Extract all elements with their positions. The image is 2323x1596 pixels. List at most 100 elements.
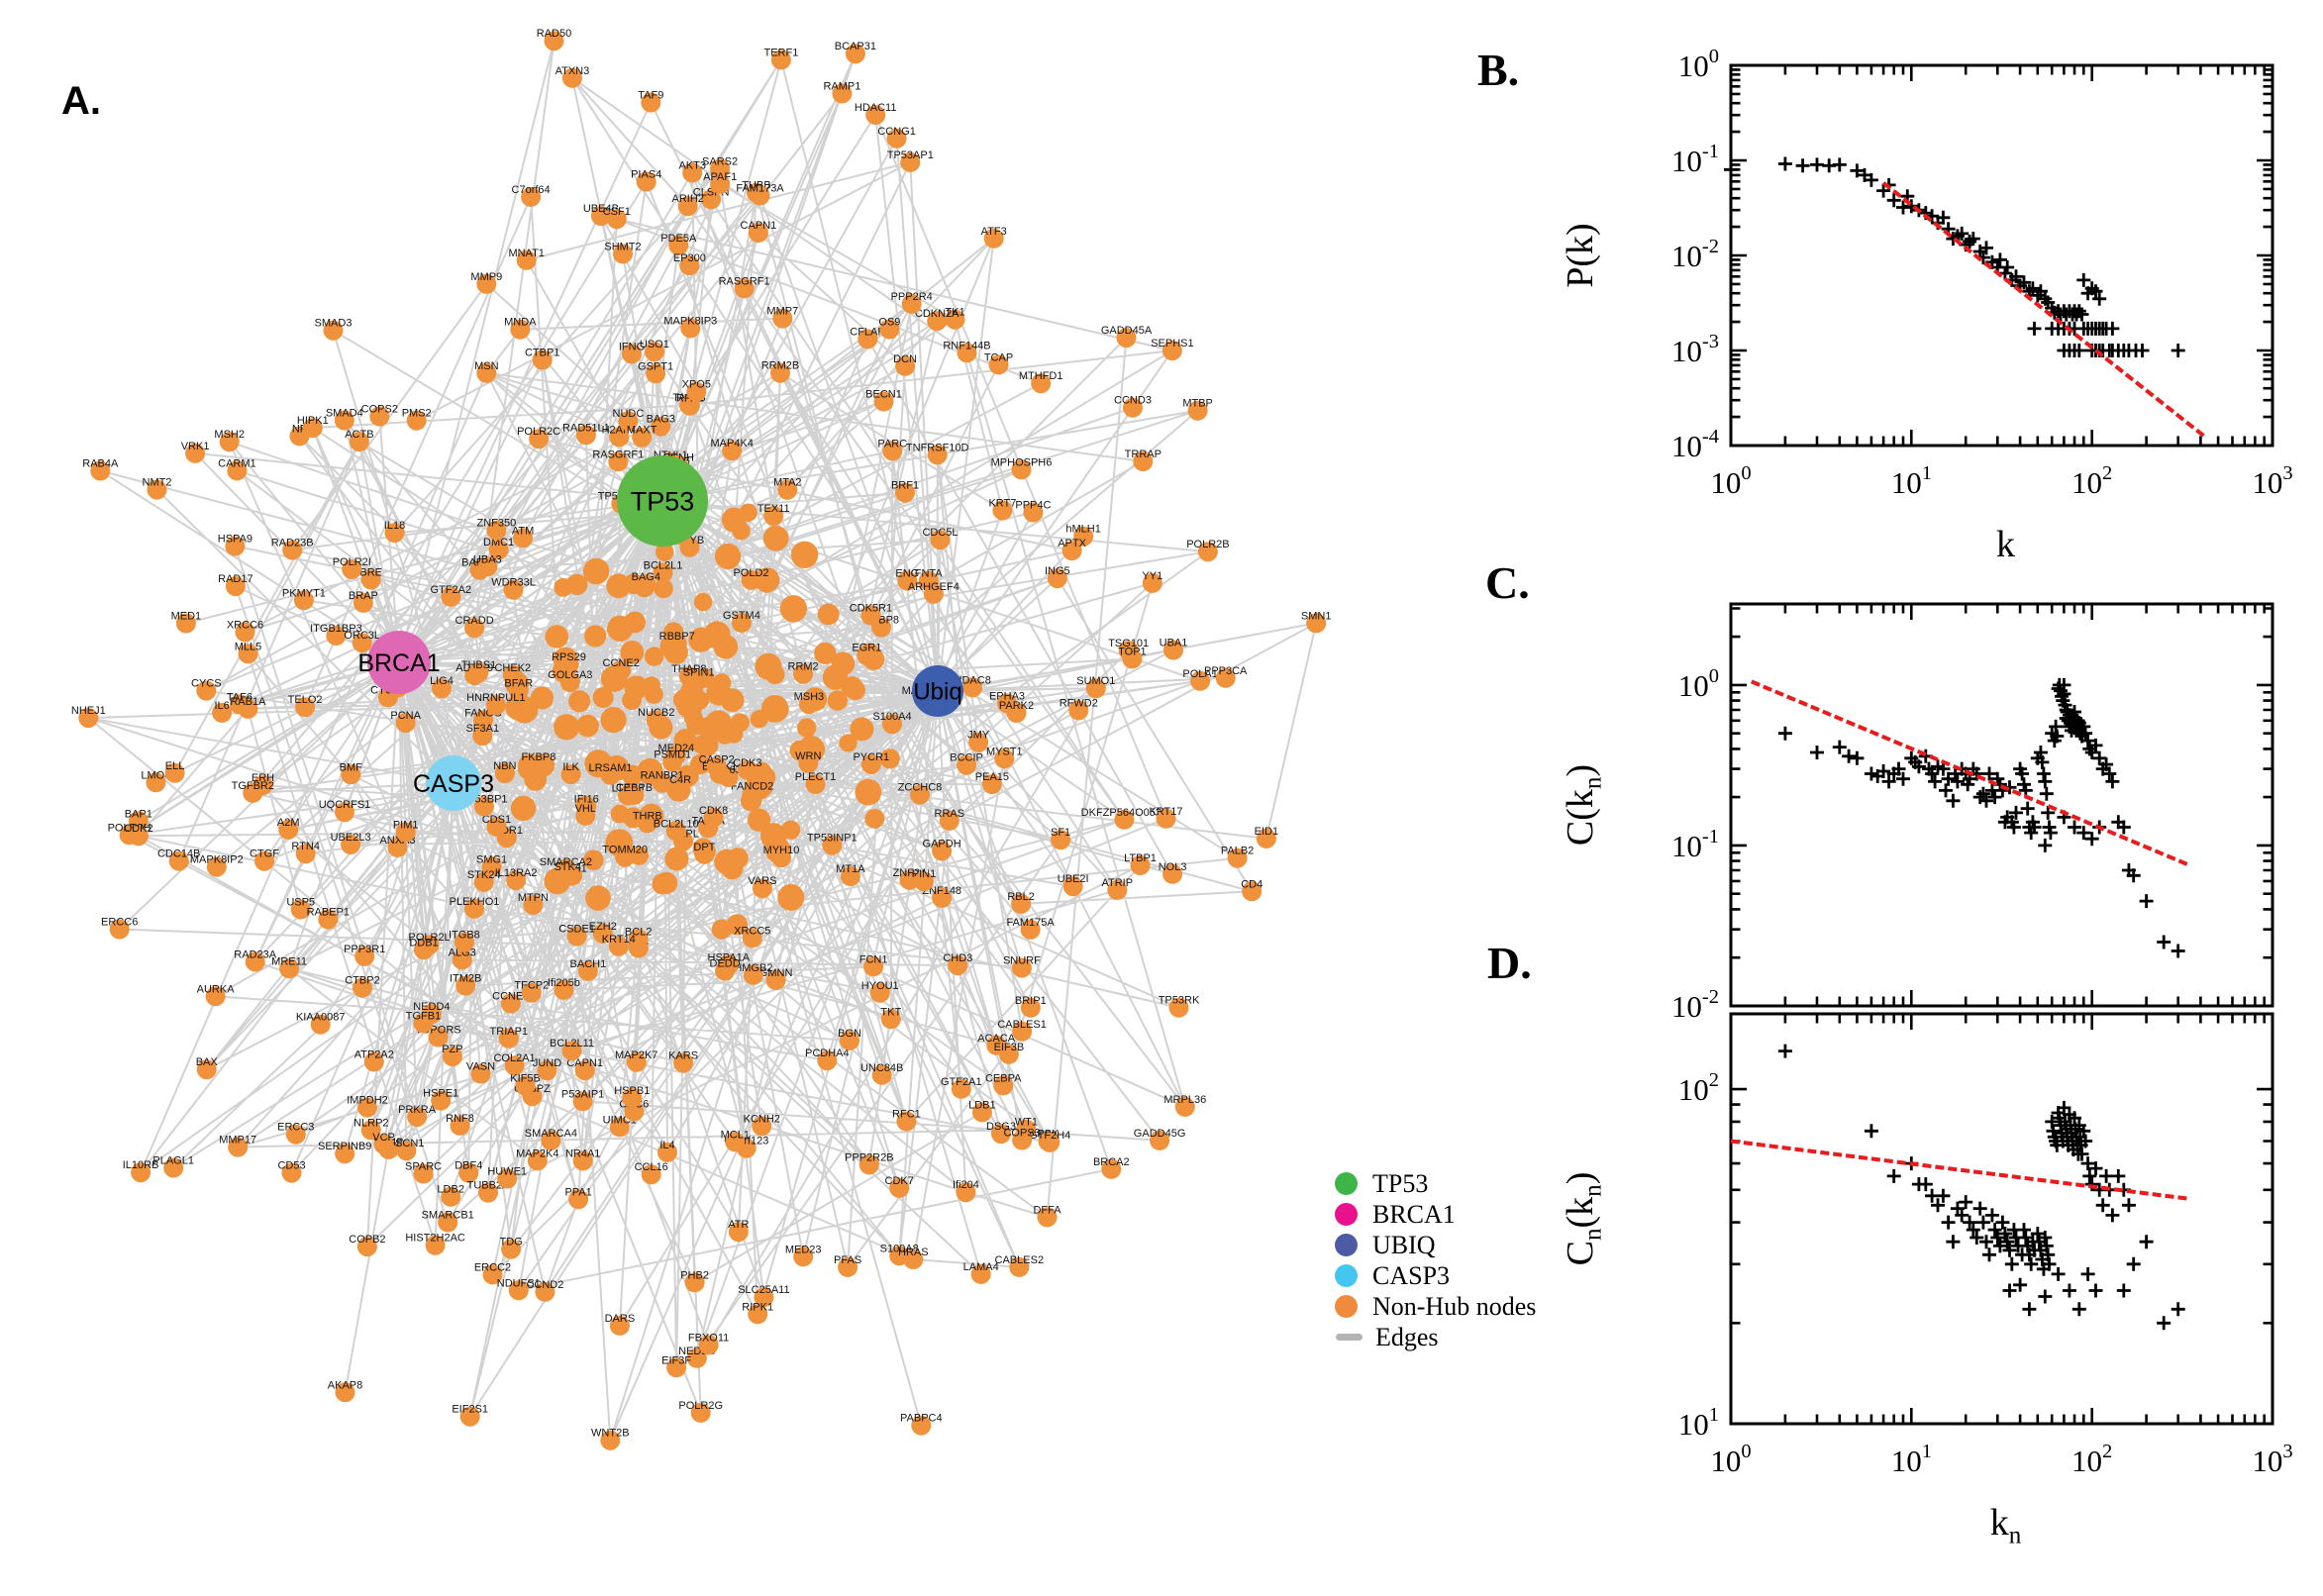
node-label: ITGB1BP3 — [310, 623, 362, 635]
network-node — [684, 1272, 705, 1293]
hub-node-casp3 — [426, 755, 481, 811]
network-node — [896, 1111, 917, 1132]
network-node — [1142, 572, 1162, 593]
node-label: TP53INP1 — [807, 833, 858, 845]
node-label: SMARCA2 — [540, 856, 592, 868]
network-node — [777, 479, 798, 500]
node-label: VCP — [372, 1132, 395, 1144]
network-node — [991, 1124, 1011, 1145]
network-node — [476, 362, 497, 383]
node-label: LTBP1 — [1124, 852, 1157, 864]
node-label: HSPA1A — [708, 951, 751, 963]
hub-label: Ubiq — [913, 678, 961, 705]
network-node — [793, 1247, 814, 1267]
network-node — [686, 381, 707, 402]
node-label: BACH1 — [570, 958, 607, 970]
node-label: UNC84B — [860, 1062, 903, 1074]
network-node — [754, 1287, 774, 1308]
node-label: RRAS — [935, 808, 965, 820]
network-node — [710, 173, 731, 194]
network-node — [706, 680, 732, 706]
node-label: NHEJ1 — [71, 705, 106, 717]
node-label: BRCA2 — [1093, 1156, 1130, 1168]
network-node — [827, 690, 848, 711]
network-node — [387, 837, 408, 857]
network-node — [882, 714, 902, 735]
network-node — [688, 669, 709, 690]
legend-item-nonhub: Non-Hub nodes — [1335, 1291, 1536, 1322]
network-node — [968, 732, 989, 752]
network-node — [1107, 879, 1128, 900]
network-node — [781, 820, 801, 840]
network-node — [521, 982, 542, 1003]
legend-item-ubiq: UBIQ — [1335, 1230, 1536, 1260]
node-label: LDB1 — [968, 1099, 996, 1111]
node-label: FCN1 — [859, 953, 888, 965]
network-node — [455, 975, 476, 996]
node-label: IL4 — [659, 1140, 674, 1151]
network-node — [1031, 373, 1052, 394]
network-node — [335, 1382, 355, 1403]
node-label: MAPK8IP3 — [663, 315, 717, 327]
network-node — [1306, 613, 1327, 634]
network-node — [505, 694, 532, 721]
network-node — [1163, 640, 1183, 660]
network-node — [373, 1134, 394, 1154]
network-node — [840, 1030, 859, 1050]
network-node — [688, 627, 714, 652]
node-label: FAM173A — [736, 183, 784, 195]
tick-label: 101 — [1891, 1441, 1932, 1478]
network-node — [515, 1075, 536, 1096]
node-label: TKT — [880, 1006, 901, 1018]
network-node — [636, 574, 656, 594]
node-label: JUND — [533, 1057, 561, 1069]
node-label: DMC1 — [483, 537, 514, 549]
network-node — [535, 1281, 556, 1302]
node-label: OS9 — [878, 317, 900, 329]
network-node — [473, 871, 494, 892]
network-node — [694, 844, 715, 864]
network-node — [895, 482, 915, 503]
network-node — [128, 826, 149, 847]
network-node — [326, 626, 347, 646]
network-node — [770, 50, 791, 70]
node-label: BCL2L10 — [654, 818, 699, 830]
node-label: MED1 — [171, 611, 202, 623]
network-node — [927, 311, 948, 332]
node-label: THRB — [633, 810, 662, 822]
node-label: CARM1 — [218, 457, 256, 469]
node-label: VHL — [575, 803, 596, 815]
node-label: CDKN2A — [915, 308, 960, 320]
network-node — [651, 416, 671, 437]
node-label: COPB2 — [349, 1234, 385, 1246]
network-node — [1073, 526, 1094, 547]
legend-item-edges: Edges — [1335, 1322, 1536, 1352]
network-node — [748, 223, 768, 243]
network-node — [903, 1249, 924, 1269]
network-node — [413, 1013, 434, 1034]
node-label: KIAA0087 — [296, 1012, 346, 1024]
node-label: MTPN — [518, 892, 549, 904]
network-node — [473, 710, 494, 731]
network-node — [1009, 1256, 1030, 1277]
network-node — [665, 821, 686, 842]
plot-frame — [1729, 63, 2274, 448]
node-label: CABLES2 — [995, 1254, 1045, 1266]
network-node — [544, 31, 564, 51]
network-node — [168, 850, 189, 871]
network-node — [668, 235, 689, 255]
network-node — [680, 318, 701, 339]
node-label: FBXO11 — [688, 1333, 729, 1345]
network-node — [765, 830, 787, 851]
network-node — [701, 189, 722, 210]
network-node — [468, 662, 489, 683]
node-label: AKT3 — [678, 160, 706, 172]
network-node — [857, 645, 877, 665]
node-label: NR4A1 — [565, 1147, 600, 1159]
node-label: SHMT2 — [604, 241, 641, 252]
node-label: TNFRSF10D — [906, 442, 969, 453]
node-label: PARK2 — [999, 700, 1034, 712]
node-label: APAF1 — [703, 171, 737, 183]
network-node — [609, 1315, 630, 1336]
node-label: GADD45G — [1134, 1128, 1186, 1140]
